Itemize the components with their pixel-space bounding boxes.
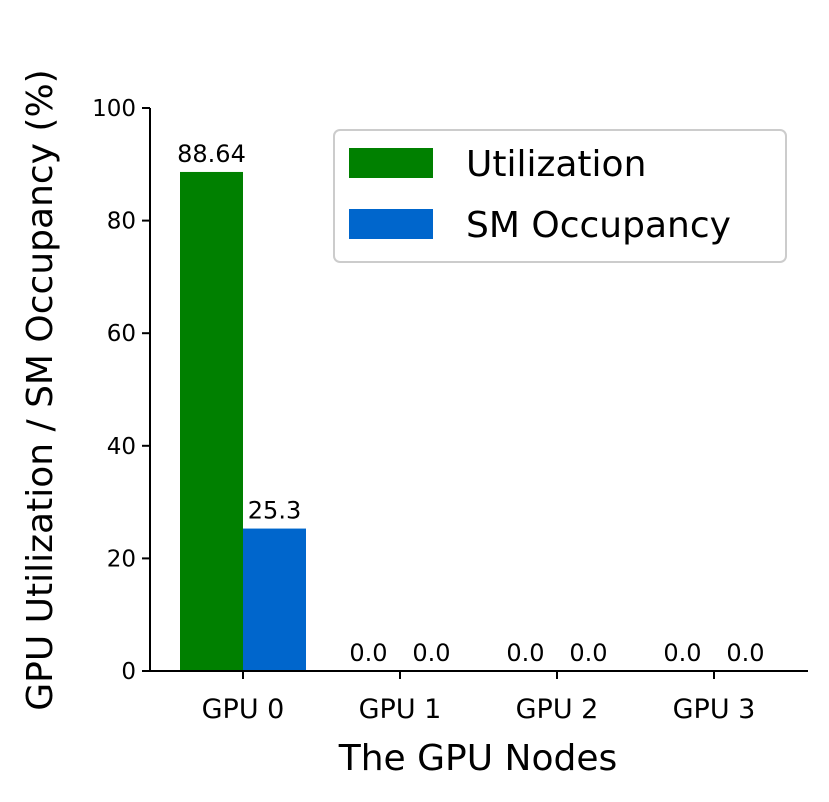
y-tick-label: 40 <box>107 434 136 460</box>
data-label-utilization-gpu-2: 0.0 <box>506 639 544 667</box>
legend-label-sm-occupancy: SM Occupancy <box>466 205 731 246</box>
x-tick-label: GPU 2 <box>516 694 599 725</box>
data-labels-group: 88.64 0.0 0.0 0.0 25.3 0.0 0.0 0.0 <box>177 140 764 667</box>
y-tick-label: 0 <box>121 659 136 685</box>
data-label-utilization-gpu-0: 88.64 <box>177 140 246 168</box>
bar-sm-occupancy-gpu-0 <box>243 528 306 671</box>
x-tick-label: GPU 0 <box>202 694 285 725</box>
legend: Utilization SM Occupancy <box>333 129 787 263</box>
y-tick-label: 80 <box>107 209 136 235</box>
data-label-sm-occupancy-gpu-0: 25.3 <box>248 497 301 525</box>
x-axis-title: The GPU Nodes <box>338 738 618 779</box>
y-axis-title: GPU Utilization / SM Occupancy (%) <box>20 69 61 710</box>
legend-frame <box>333 129 787 263</box>
legend-label-utilization: Utilization <box>466 144 646 185</box>
data-label-sm-occupancy-gpu-1: 0.0 <box>412 639 450 667</box>
y-ticks-group: 0 20 40 60 80 100 <box>92 96 150 685</box>
data-label-utilization-gpu-3: 0.0 <box>663 639 701 667</box>
bar-utilization-gpu-0 <box>180 171 243 672</box>
y-tick-label: 100 <box>92 96 136 122</box>
legend-swatch-sm-occupancy <box>349 209 433 239</box>
x-tick-label: GPU 3 <box>673 694 756 725</box>
data-label-sm-occupancy-gpu-3: 0.0 <box>726 639 764 667</box>
y-tick-label: 60 <box>107 321 136 347</box>
y-tick-label: 20 <box>107 546 136 572</box>
bars-group <box>180 171 306 672</box>
x-ticks-group: GPU 0 GPU 1 GPU 2 GPU 3 <box>202 671 756 725</box>
legend-swatch-utilization <box>349 148 433 178</box>
data-label-sm-occupancy-gpu-2: 0.0 <box>569 639 607 667</box>
x-tick-label: GPU 1 <box>359 694 442 725</box>
data-label-utilization-gpu-1: 0.0 <box>349 639 387 667</box>
